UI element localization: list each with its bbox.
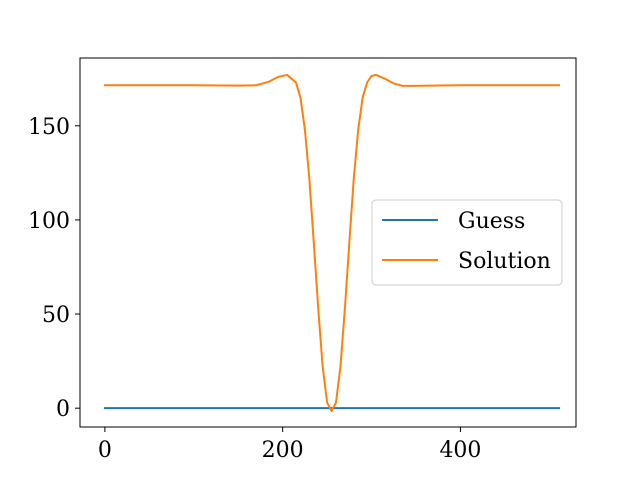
x-tick-label: 400 xyxy=(439,438,481,463)
y-tick-label: 50 xyxy=(42,303,70,328)
y-axis: 0 50 100 150 xyxy=(28,115,80,422)
x-tick-label: 200 xyxy=(262,438,304,463)
legend-label-guess: Guess xyxy=(458,209,525,234)
legend: Guess Solution xyxy=(371,199,563,286)
legend-label-solution: Solution xyxy=(458,249,551,274)
series-line-solution xyxy=(103,73,561,412)
y-tick-label: 0 xyxy=(56,397,70,422)
plot-frame xyxy=(79,57,577,428)
y-tick-label: 150 xyxy=(28,115,70,140)
x-axis: 0 200 400 xyxy=(98,427,481,463)
x-tick-label: 0 xyxy=(98,438,112,463)
legend-box xyxy=(371,199,563,286)
y-tick-label: 100 xyxy=(28,209,70,234)
series-layer xyxy=(103,73,561,412)
